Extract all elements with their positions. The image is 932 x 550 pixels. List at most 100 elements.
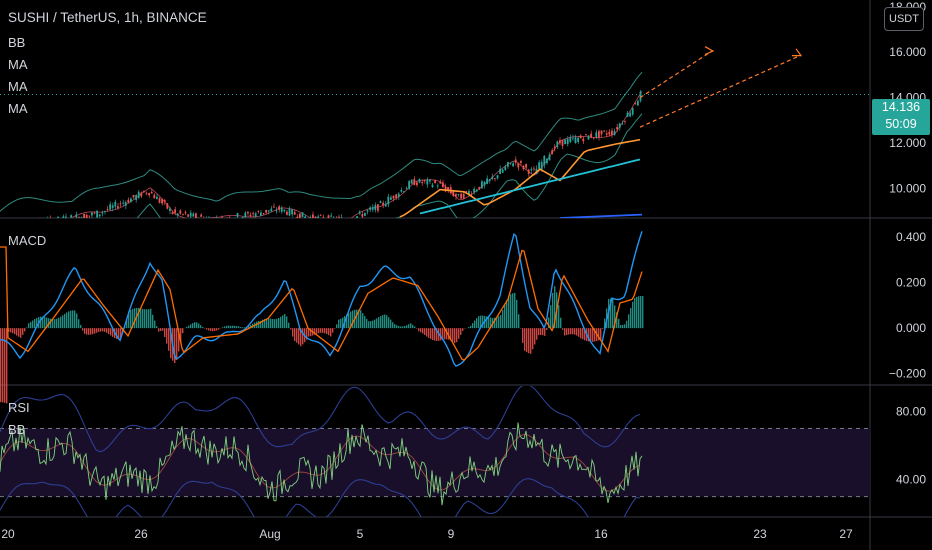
candle-body: [416, 182, 418, 186]
candle-body: [208, 217, 210, 218]
macd-histogram-bar: [262, 319, 264, 329]
macd-histogram-bar: [476, 318, 478, 329]
macd-histogram-bar: [534, 328, 536, 345]
macd-histogram-bar: [424, 328, 426, 336]
candle-body: [551, 150, 553, 154]
currency-button[interactable]: USDT: [884, 7, 924, 31]
candle-body: [390, 197, 392, 200]
candle-body: [470, 193, 473, 195]
x-tick-label: 20: [1, 527, 15, 541]
candle-body: [348, 222, 350, 223]
macd-histogram-bar: [180, 328, 182, 343]
macd-histogram-bar: [500, 315, 502, 329]
candle-body: [517, 163, 520, 168]
macd-histogram-bar: [446, 328, 448, 340]
macd-histogram-bar: [626, 320, 628, 329]
macd-histogram-bar: [510, 294, 512, 329]
bb-lower-band: [136, 113, 643, 218]
macd-histogram-bar: [418, 328, 420, 332]
candle-body: [478, 186, 481, 190]
indicator-label-bb[interactable]: BB: [8, 35, 26, 50]
macd-histogram-bar: [216, 328, 218, 331]
candle-body: [189, 212, 192, 217]
candle-body: [273, 206, 275, 208]
indicator-label-ma-3[interactable]: MA: [8, 101, 28, 116]
projection-arrow-lower[interactable]: [639, 55, 801, 128]
macd-histogram-bar: [26, 327, 28, 329]
macd-histogram-bar: [412, 324, 414, 329]
macd-histogram-bar: [506, 300, 508, 329]
candle-body: [169, 208, 171, 211]
macd-histogram-bar: [226, 325, 228, 329]
macd-histogram-bar: [70, 310, 72, 329]
macd-histogram-bar: [258, 320, 260, 329]
candle-body: [39, 219, 41, 224]
macd-histogram-bar: [362, 313, 364, 329]
candle-body: [582, 138, 585, 142]
candle-body: [29, 220, 31, 225]
macd-histogram-bar: [406, 325, 408, 329]
candle-body: [587, 135, 590, 140]
macd-histogram-bar: [592, 328, 594, 342]
candle-body: [608, 131, 611, 135]
candle-body: [213, 218, 215, 223]
indicator-label-ma-2[interactable]: MA: [8, 79, 28, 94]
macd-histogram-bar: [340, 318, 342, 329]
candle-body: [221, 217, 223, 218]
macd-histogram-bar: [622, 324, 624, 329]
candle-body: [486, 178, 488, 184]
macd-pane-label[interactable]: MACD: [8, 233, 47, 248]
macd-histogram-bar: [322, 328, 324, 333]
macd-histogram-bar: [108, 328, 110, 335]
macd-histogram-bar: [234, 325, 236, 329]
macd-histogram-bar: [552, 292, 554, 329]
macd-histogram-bar: [314, 328, 316, 335]
macd-histogram-bar: [168, 328, 170, 351]
rsi-bb-label[interactable]: BB: [8, 422, 26, 437]
macd-histogram-bar: [52, 319, 54, 329]
candle-body: [88, 215, 91, 217]
macd-histogram-bar: [318, 328, 320, 334]
candle-body: [5, 226, 7, 227]
candle-body: [540, 162, 543, 170]
macd-histogram-bar: [408, 324, 410, 329]
candle-body: [501, 169, 504, 173]
macd-histogram-bar: [336, 324, 338, 329]
rsi-pane-label[interactable]: RSI: [8, 400, 30, 415]
macd-histogram-bar: [378, 317, 380, 329]
macd-histogram-bar: [496, 317, 498, 329]
candle-body: [507, 162, 509, 167]
macd-histogram-bar: [34, 319, 36, 329]
macd-histogram-bar: [206, 328, 208, 330]
macd-histogram-bar: [572, 328, 574, 335]
symbol-title[interactable]: SUSHI / TetherUS, 1h, BINANCE: [8, 10, 207, 25]
projection-arrow-upper[interactable]: [639, 50, 713, 99]
candle-body: [278, 206, 280, 210]
bb-upper-band: [0, 71, 643, 212]
y-tick-label: 12.000: [889, 136, 926, 150]
macd-histogram-bar: [58, 317, 60, 329]
candle-body: [317, 216, 319, 218]
macd-histogram-bar: [404, 325, 406, 329]
macd-histogram-bar: [86, 328, 88, 335]
indicator-label-ma-1[interactable]: MA: [8, 57, 28, 72]
macd-histogram-bar: [56, 318, 58, 329]
macd-histogram-bar: [68, 311, 70, 329]
candle-body: [413, 179, 416, 186]
macd-histogram-bar: [584, 328, 586, 341]
macd-histogram-bar: [88, 328, 90, 335]
y-tick-label: −0.200: [889, 367, 926, 381]
macd-histogram-bar: [132, 308, 134, 329]
macd-histogram-bar: [558, 305, 560, 329]
macd-histogram-bar: [92, 328, 94, 335]
candle-body: [309, 217, 312, 218]
macd-histogram-bar: [580, 328, 582, 339]
macd-histogram-bar: [112, 328, 114, 337]
candle-body: [319, 214, 322, 216]
candle-body: [556, 141, 559, 148]
macd-histogram-bar: [110, 328, 112, 336]
macd-histogram-bar: [264, 318, 266, 329]
candle-body: [421, 182, 423, 184]
candle-body: [119, 203, 122, 205]
macd-histogram-bar: [248, 326, 250, 329]
